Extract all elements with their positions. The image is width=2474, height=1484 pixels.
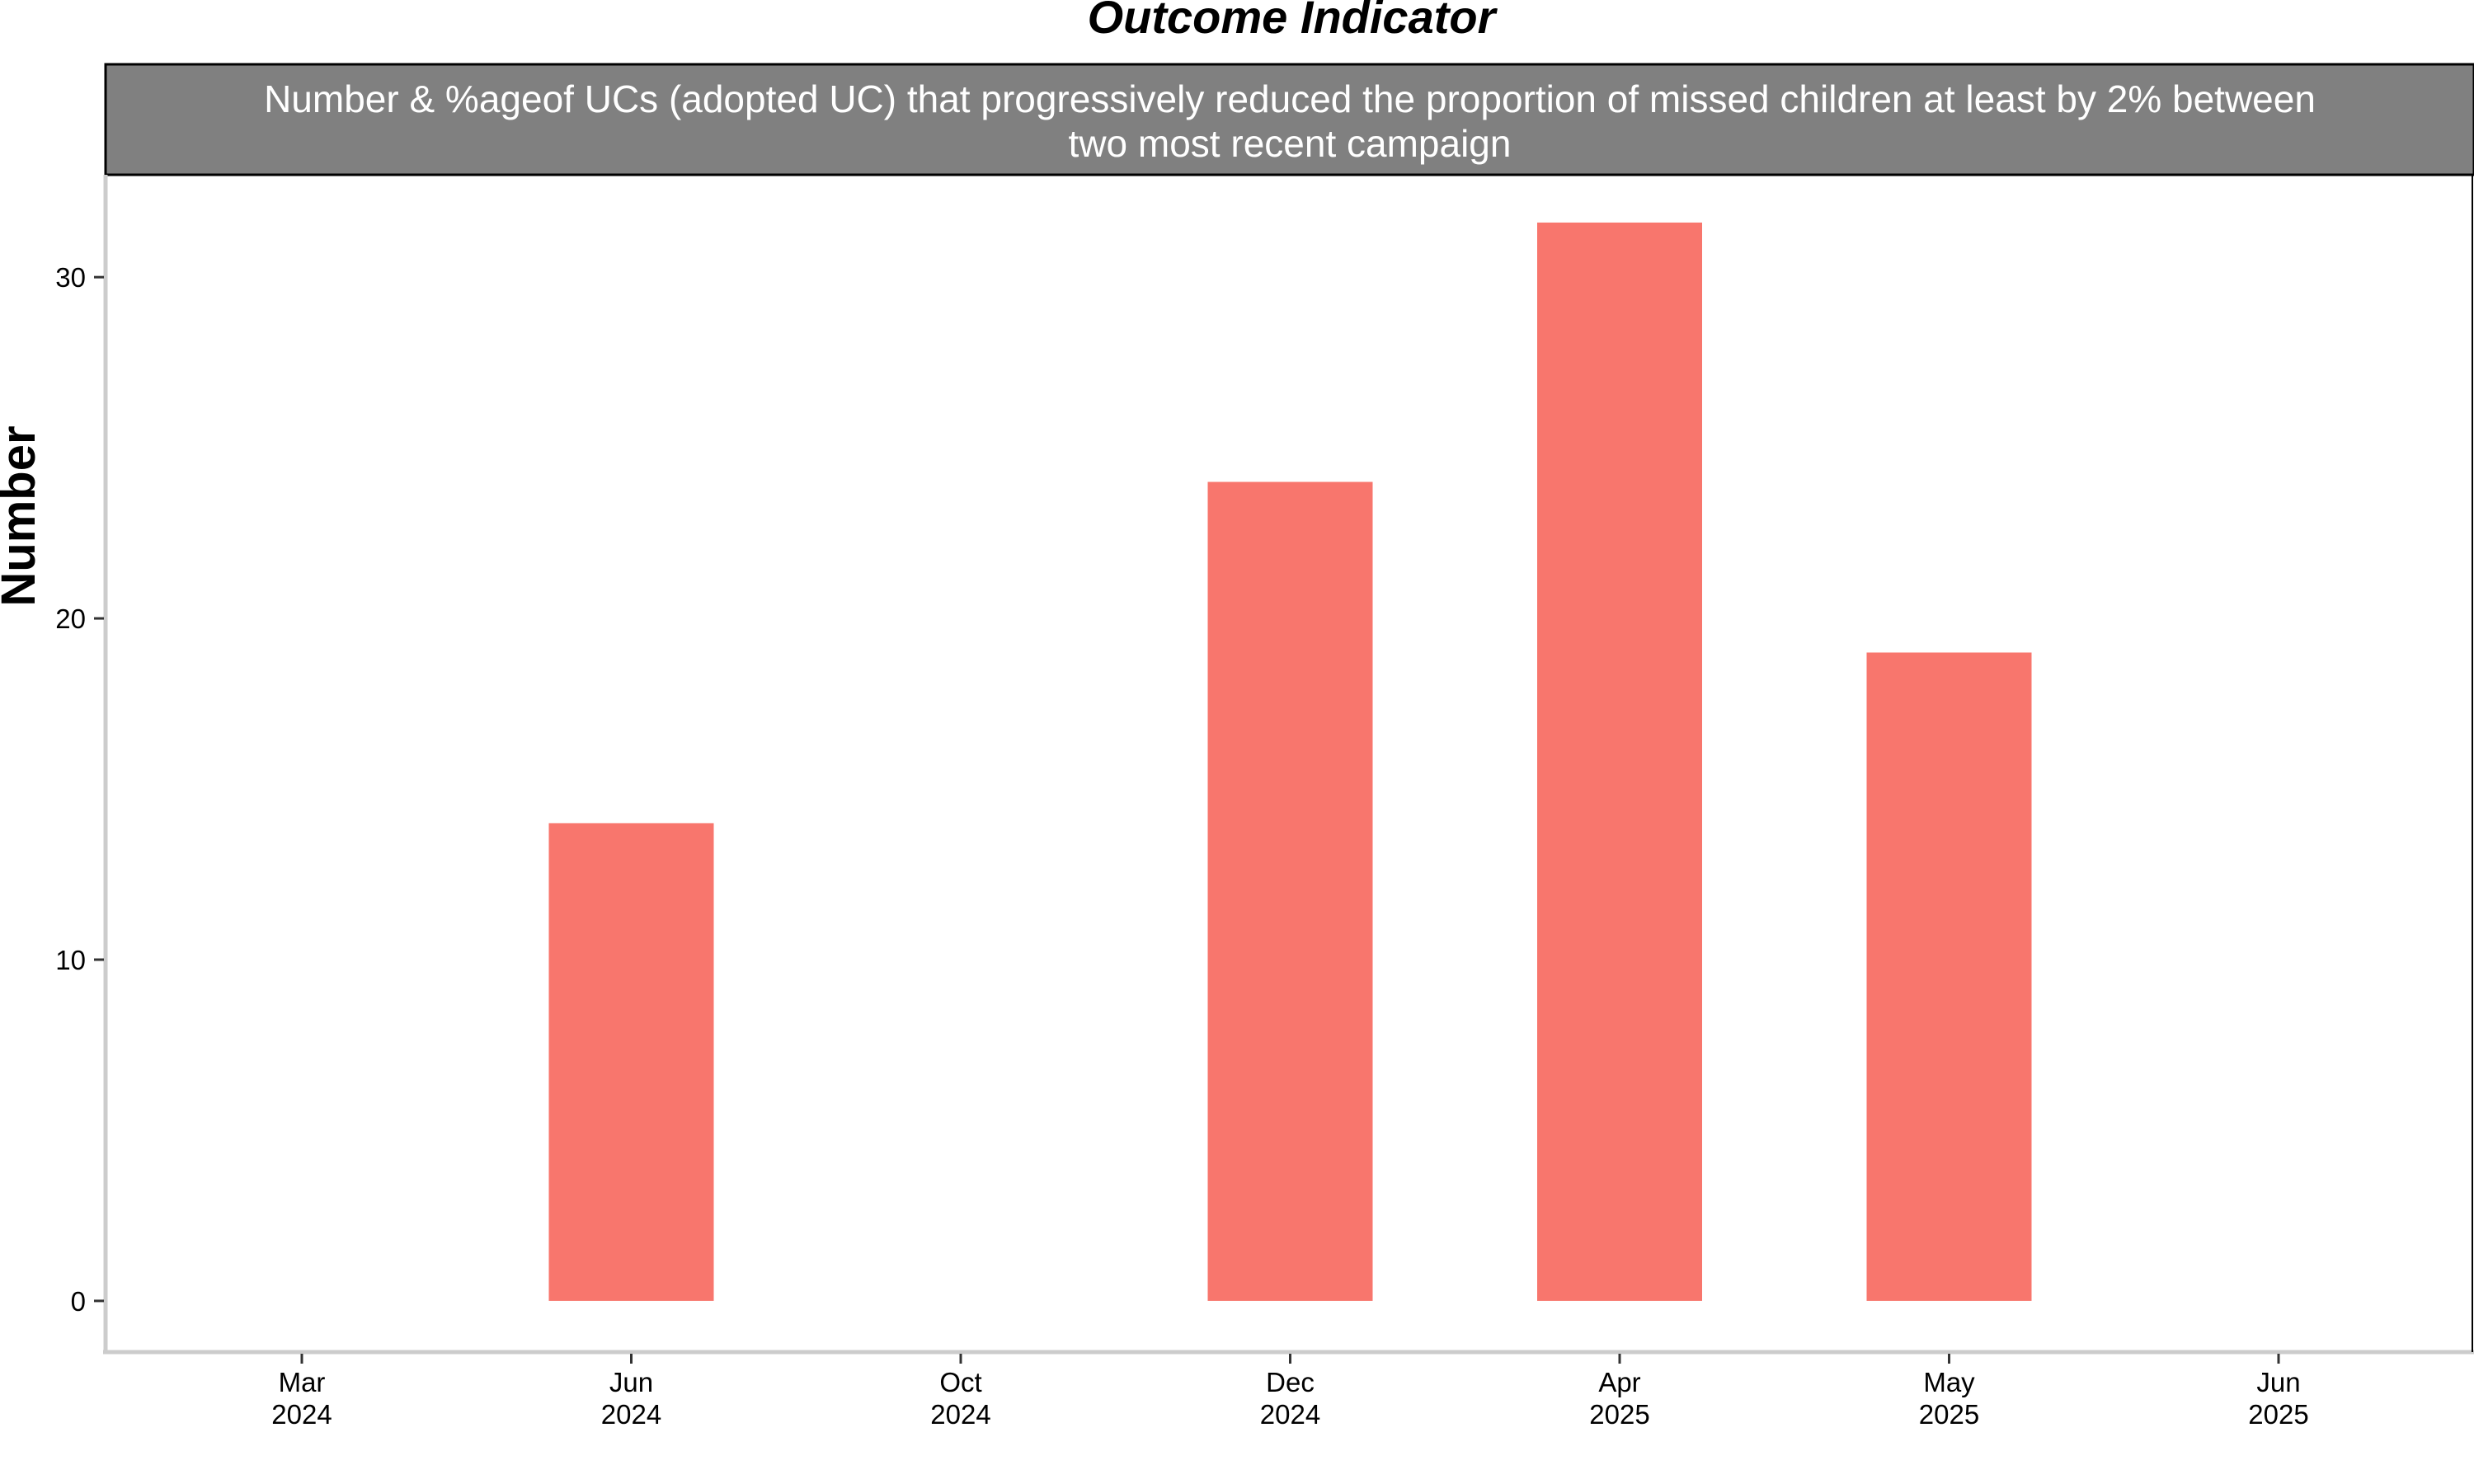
- facet-strip-label-line: two most recent campaign: [1069, 122, 1512, 165]
- y-tick-label: 30: [55, 262, 86, 293]
- x-tick-label-year: 2025: [1919, 1399, 1979, 1430]
- x-tick-label-year: 2025: [1589, 1399, 1649, 1430]
- x-tick-label-year: 2024: [601, 1399, 661, 1430]
- x-tick-label-year: 2024: [1260, 1399, 1320, 1430]
- facet-strip: Number & %ageof UCs (adopted UC) that pr…: [104, 63, 2474, 176]
- x-tick-label-year: 2024: [930, 1399, 990, 1430]
- x-tick-label-year: 2024: [271, 1399, 332, 1430]
- facet-strip-label: Number & %ageof UCs (adopted UC) that pr…: [264, 77, 2316, 165]
- x-tick-label-month: Oct: [939, 1367, 981, 1397]
- chart-title: Outcome Indicator: [1088, 0, 1498, 43]
- x-tick-label-month: Apr: [1598, 1367, 1640, 1397]
- y-tick-label: 0: [71, 1286, 86, 1317]
- x-tick-label-month: Dec: [1266, 1367, 1315, 1397]
- x-axis-ticks: Mar2024Jun2024Oct2024Dec2024Apr2025May20…: [271, 1354, 2309, 1430]
- y-tick-label: 20: [55, 603, 86, 634]
- facet-strip-background: [104, 63, 2474, 176]
- y-axis-ticks: 0 10 20 30: [55, 262, 104, 1317]
- facet-strip-label-line: Number & %ageof UCs (adopted UC) that pr…: [264, 77, 2316, 120]
- bar-dec-2024: [1207, 481, 1373, 1301]
- y-axis-label: Number: [0, 425, 45, 606]
- bar-jun-2024: [548, 823, 714, 1301]
- x-tick-label-month: Jun: [2256, 1367, 2300, 1397]
- x-tick-label-month: Mar: [279, 1367, 326, 1397]
- bar-apr-2025: [1537, 222, 1702, 1301]
- bars: [548, 222, 2032, 1301]
- x-tick-label-month: May: [1923, 1367, 1975, 1397]
- bar-may-2025: [1866, 652, 2032, 1301]
- x-tick-label-month: Jun: [609, 1367, 653, 1397]
- x-tick-label-year: 2025: [2248, 1399, 2308, 1430]
- y-tick-label: 10: [55, 945, 86, 975]
